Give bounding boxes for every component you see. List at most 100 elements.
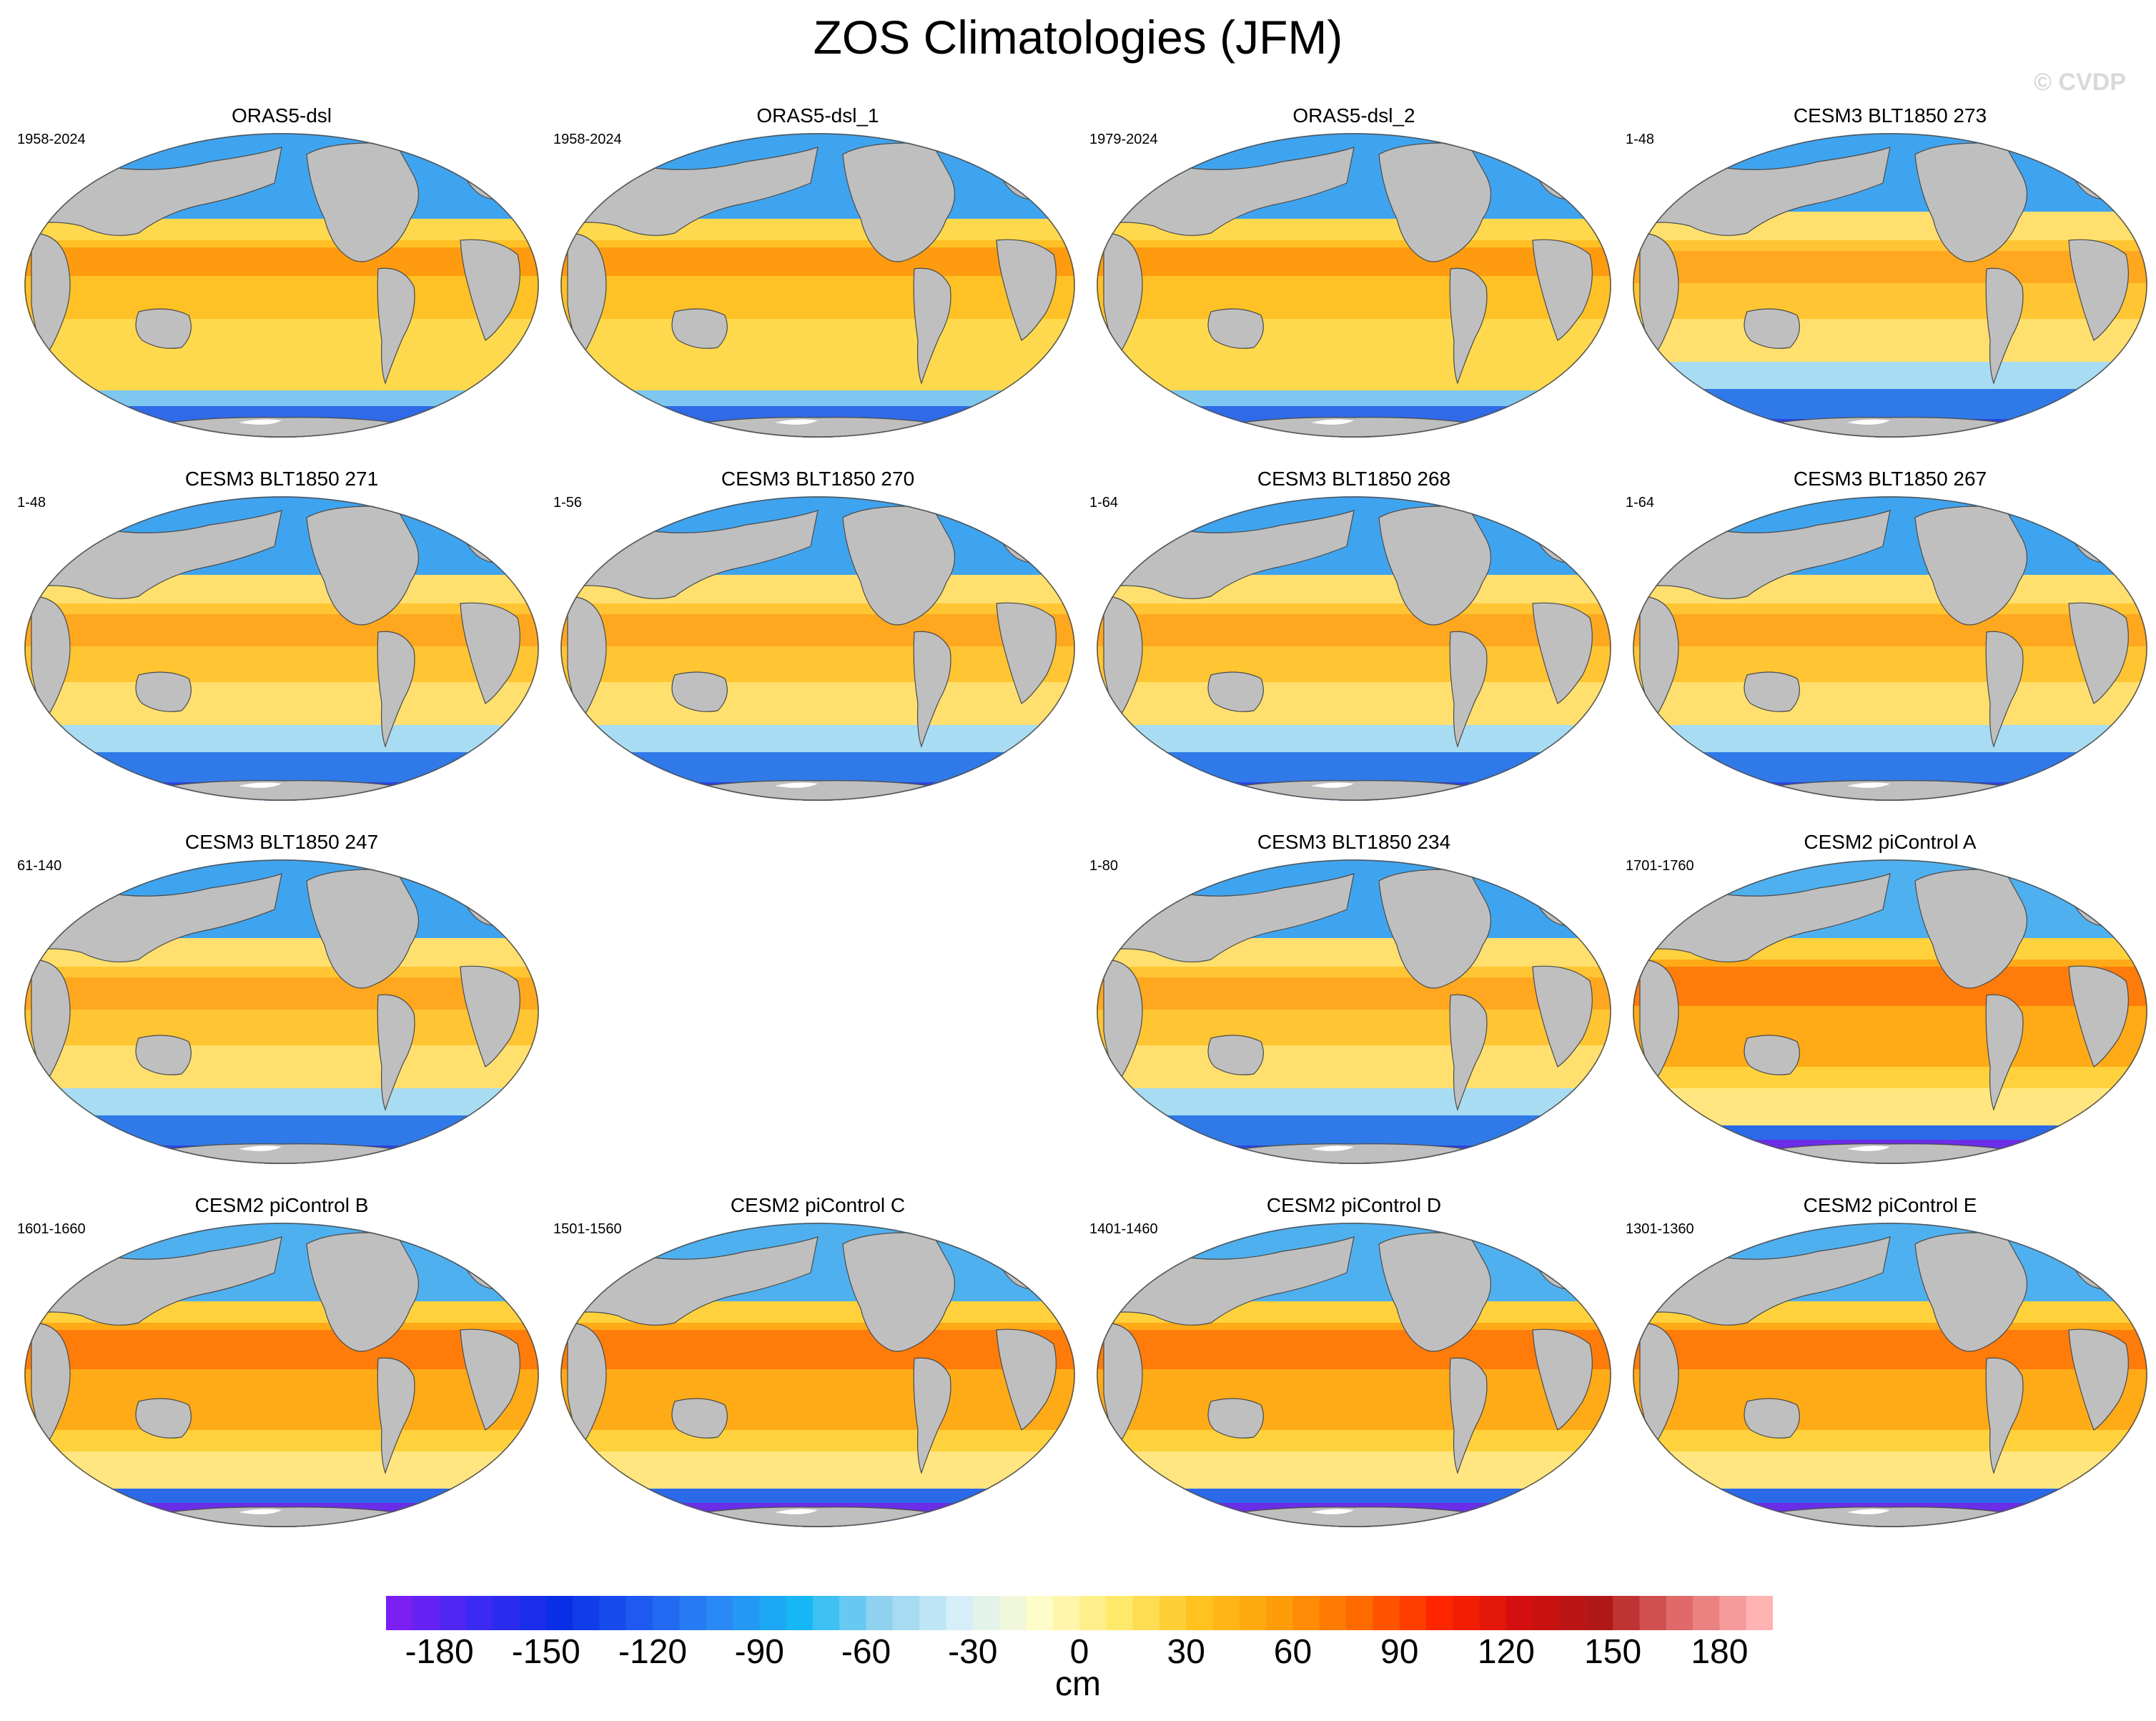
sea-level-map bbox=[560, 496, 1075, 801]
colorbar-box bbox=[1292, 1596, 1320, 1630]
ocean-band bbox=[1633, 362, 2147, 390]
colorbar-box bbox=[519, 1596, 547, 1630]
panel-years: 1-80 bbox=[1089, 858, 1119, 874]
ice-shelf bbox=[2033, 1149, 2062, 1154]
land-mass bbox=[377, 994, 415, 1111]
panel-title: CESM2 piControl A bbox=[1804, 831, 1977, 853]
colorbar-box bbox=[1399, 1596, 1427, 1630]
ice-shelf bbox=[961, 423, 989, 428]
panel-title: ORAS5-dsl_1 bbox=[756, 104, 879, 127]
ocean-band bbox=[560, 1451, 1075, 1494]
colorbar-box bbox=[1666, 1596, 1693, 1630]
map-panel: CESM2 piControl B 1601-1660 bbox=[14, 1194, 549, 1527]
panel-title: CESM3 BLT1850 270 bbox=[721, 468, 915, 490]
colorbar-box bbox=[866, 1596, 894, 1630]
colorbar-box bbox=[439, 1596, 467, 1630]
ocean-band bbox=[24, 725, 539, 754]
map-panel: CESM3 BLT1850 268 1-64 bbox=[1087, 468, 1621, 801]
land-mass bbox=[671, 1398, 728, 1439]
colorbar-box bbox=[1239, 1596, 1267, 1630]
ice-shelf bbox=[239, 782, 282, 788]
colorbar-box bbox=[679, 1596, 707, 1630]
ocean-band bbox=[1097, 614, 1611, 646]
colorbar-box bbox=[786, 1596, 814, 1630]
colorbar-tick-label: -150 bbox=[511, 1633, 580, 1671]
land-mass bbox=[460, 1328, 520, 1431]
colorbar-tick-label: 180 bbox=[1691, 1633, 1749, 1671]
ice-shelf bbox=[775, 1509, 818, 1514]
colorbar-box bbox=[759, 1596, 787, 1630]
ocean-band bbox=[24, 977, 539, 1010]
ice-shelf bbox=[775, 419, 818, 425]
cvdp-watermark: © CVDP bbox=[2034, 69, 2126, 96]
ice-shelf bbox=[1847, 1145, 1890, 1151]
colorbar-box bbox=[1479, 1596, 1507, 1630]
panel-title: CESM2 piControl D bbox=[1266, 1194, 1442, 1216]
land-mass bbox=[377, 1357, 415, 1474]
land-mass bbox=[460, 602, 520, 704]
ocean-band bbox=[1633, 251, 2147, 283]
land-mass bbox=[1532, 239, 1593, 341]
ice-shelf bbox=[1847, 782, 1890, 788]
panel-years: 1958-2024 bbox=[553, 132, 622, 147]
ocean-band bbox=[560, 725, 1075, 754]
map-panel: ORAS5-dsl_1 1958-2024 bbox=[550, 104, 1085, 438]
ocean-band bbox=[560, 247, 1075, 276]
land-mass bbox=[1744, 308, 1800, 349]
colorbar-box bbox=[1426, 1596, 1453, 1630]
map-border bbox=[1633, 496, 2147, 801]
sea-level-map bbox=[1633, 859, 2147, 1164]
panel-title: ORAS5-dsl bbox=[231, 104, 332, 127]
colorbar-tick-label: 120 bbox=[1477, 1633, 1535, 1671]
land-mass bbox=[135, 1398, 192, 1439]
land-mass bbox=[1532, 965, 1593, 1067]
panel-years: 1-48 bbox=[17, 495, 46, 511]
map-panel: ORAS5-dsl 1958-2024 bbox=[14, 104, 549, 438]
panel-years: 1-48 bbox=[1626, 132, 1655, 147]
colorbar-box bbox=[1106, 1596, 1134, 1630]
land-mass bbox=[95, 1507, 468, 1527]
colorbar-box bbox=[1079, 1596, 1107, 1630]
map-border bbox=[24, 496, 539, 801]
panel-years: 1-64 bbox=[1626, 495, 1655, 511]
map-panel: CESM2 piControl E 1301-1360 bbox=[1623, 1194, 2156, 1527]
panel-years: 1701-1760 bbox=[1626, 858, 1694, 874]
ice-shelf bbox=[2033, 786, 2062, 791]
figure-title: ZOS Climatologies (JFM) bbox=[813, 11, 1343, 64]
land-mass bbox=[1167, 417, 1541, 438]
colorbar-box bbox=[545, 1596, 573, 1630]
colorbar-tick-label: 30 bbox=[1167, 1633, 1205, 1671]
land-mass bbox=[1703, 1507, 2077, 1527]
colorbar-box bbox=[1505, 1596, 1533, 1630]
land-mass bbox=[671, 671, 728, 712]
colorbar-box bbox=[1719, 1596, 1747, 1630]
map-border bbox=[24, 133, 539, 438]
ice-shelf bbox=[2033, 1512, 2062, 1517]
panel-title: CESM3 BLT1850 234 bbox=[1257, 831, 1451, 853]
colorbar-tick-label: -90 bbox=[734, 1633, 784, 1671]
ocean-band bbox=[1097, 977, 1611, 1010]
ice-shelf bbox=[425, 786, 453, 791]
colorbar-box bbox=[465, 1596, 493, 1630]
land-mass bbox=[95, 417, 468, 438]
panel-title: CESM3 BLT1850 267 bbox=[1793, 468, 1987, 490]
land-mass bbox=[1207, 1398, 1264, 1439]
land-mass bbox=[1167, 1507, 1541, 1527]
land-mass bbox=[95, 1143, 468, 1164]
land-mass bbox=[631, 1507, 1004, 1527]
land-mass bbox=[135, 671, 192, 712]
land-mass bbox=[1449, 631, 1488, 748]
colorbar-box bbox=[1346, 1596, 1373, 1630]
colorbar-box bbox=[1559, 1596, 1587, 1630]
ocean-band bbox=[1097, 725, 1611, 754]
land-mass bbox=[1985, 1357, 2024, 1474]
land-mass bbox=[2068, 1328, 2129, 1431]
land-mass bbox=[1167, 780, 1541, 801]
land-mass bbox=[913, 631, 951, 748]
land-mass bbox=[1167, 1143, 1541, 1164]
land-mass bbox=[2068, 602, 2129, 704]
colorbar-box bbox=[919, 1596, 946, 1630]
land-mass bbox=[913, 1357, 951, 1474]
land-mass bbox=[996, 239, 1057, 341]
colorbar-box bbox=[1026, 1596, 1054, 1630]
